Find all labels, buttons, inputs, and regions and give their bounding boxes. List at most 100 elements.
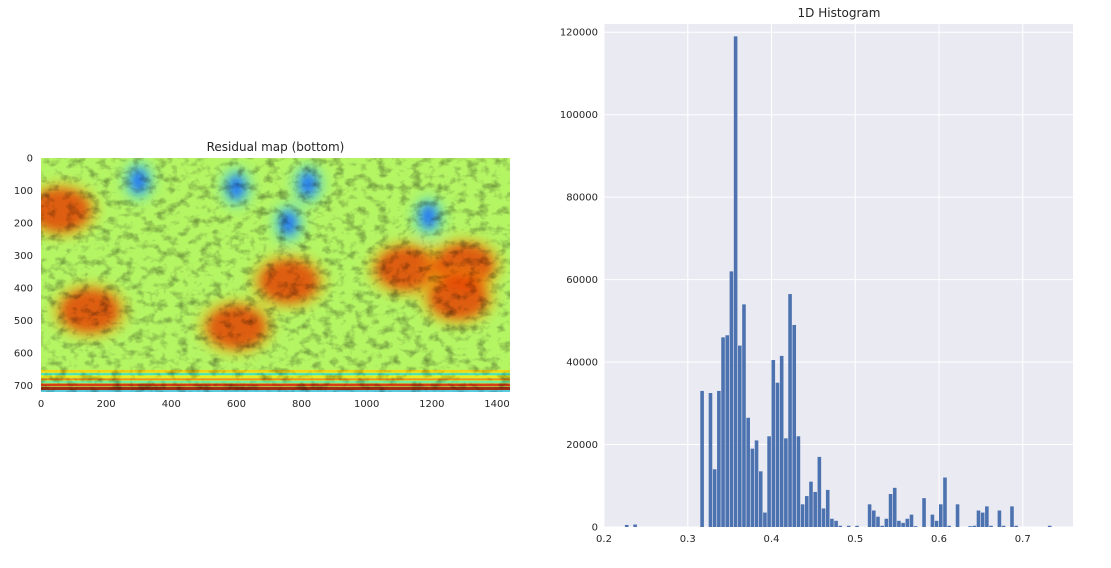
histogram-bar bbox=[997, 510, 1002, 527]
histogram-bar bbox=[700, 390, 704, 527]
histogram-bar bbox=[846, 525, 851, 527]
histogram-bar bbox=[884, 518, 889, 527]
residual-map-y-tick-label: 400 bbox=[14, 284, 33, 295]
histogram-bar bbox=[909, 514, 914, 527]
histogram-bar bbox=[775, 382, 780, 527]
histogram-y-axis: 0 20000 40000 60000 80000 100000 120000 bbox=[560, 28, 598, 534]
histogram-bar bbox=[779, 355, 784, 527]
histogram-bar bbox=[955, 504, 960, 527]
histogram-bar bbox=[1047, 525, 1052, 527]
histogram-bar bbox=[980, 512, 985, 527]
histogram-x-tick-label: 0.6 bbox=[931, 534, 947, 545]
histogram-bar bbox=[947, 525, 951, 527]
histogram-panel: 1D Histogram 0.2 0.3 0.4 0.5 0.6 0.7 0 20000 40… bbox=[560, 6, 1073, 545]
residual-map-x-tick-label: 0 bbox=[38, 399, 44, 410]
residual-map-x-tick-label: 1400 bbox=[484, 399, 509, 410]
histogram-x-tick-label: 0.5 bbox=[847, 534, 863, 545]
histogram-bar bbox=[855, 525, 859, 527]
histogram-bar bbox=[913, 526, 918, 527]
histogram-bar bbox=[738, 345, 742, 527]
residual-map-x-tick-label: 1000 bbox=[354, 399, 379, 410]
histogram-bar bbox=[717, 390, 721, 527]
histogram-bar bbox=[633, 524, 637, 527]
histogram-bar bbox=[867, 504, 872, 527]
histogram-bar bbox=[796, 436, 801, 527]
histogram-y-tick-label: 20000 bbox=[566, 440, 598, 451]
histogram-bar bbox=[976, 510, 981, 527]
histogram-bar bbox=[733, 36, 738, 528]
histogram-bar bbox=[817, 456, 822, 527]
residual-map-image bbox=[41, 158, 510, 392]
histogram-x-axis: 0.2 0.3 0.4 0.5 0.6 0.7 bbox=[596, 534, 1031, 545]
histogram-bar bbox=[721, 337, 725, 527]
histogram-bar bbox=[825, 489, 830, 527]
histogram-bar bbox=[1014, 525, 1018, 527]
histogram-bar bbox=[838, 525, 843, 527]
histogram-bar bbox=[754, 440, 759, 527]
residual-map-y-tick-label: 200 bbox=[14, 219, 33, 230]
residual-map-x-tick-label: 200 bbox=[97, 399, 116, 410]
histogram-plot-area bbox=[604, 24, 1073, 527]
residual-map-x-tick-label: 800 bbox=[292, 399, 311, 410]
histogram-bar bbox=[934, 520, 939, 527]
histogram-y-tick-label: 60000 bbox=[566, 275, 598, 286]
histogram-bar bbox=[905, 518, 910, 527]
histogram-bar bbox=[922, 498, 926, 527]
histogram-bar bbox=[800, 504, 805, 527]
residual-map-x-axis: 0 200 400 600 800 1000 1200 1400 bbox=[38, 399, 510, 410]
histogram-bar bbox=[939, 504, 943, 527]
histogram-bar bbox=[897, 520, 901, 527]
histogram-bar bbox=[792, 324, 797, 527]
histogram-x-tick-label: 0.4 bbox=[764, 534, 780, 545]
histogram-bar bbox=[784, 438, 788, 527]
histogram-y-tick-label: 40000 bbox=[566, 358, 598, 369]
histogram-bar bbox=[821, 508, 826, 527]
histogram-bar bbox=[712, 469, 717, 527]
histogram-bar bbox=[834, 520, 838, 527]
residual-map-title: Residual map (bottom) bbox=[207, 140, 345, 154]
histogram-title: 1D Histogram bbox=[798, 6, 881, 20]
histogram-bar bbox=[788, 294, 792, 527]
histogram-bar bbox=[746, 417, 750, 527]
histogram-bar bbox=[930, 514, 935, 527]
histogram-bar bbox=[809, 481, 813, 527]
histogram-bar bbox=[771, 360, 776, 527]
histogram-bar bbox=[892, 487, 897, 527]
histogram-bar bbox=[763, 512, 767, 527]
histogram-bar bbox=[729, 271, 734, 527]
residual-map-x-tick-label: 1200 bbox=[419, 399, 444, 410]
histogram-bar bbox=[985, 506, 989, 527]
histogram-bar bbox=[972, 525, 977, 527]
residual-map-y-tick-label: 0 bbox=[27, 154, 33, 165]
histogram-bar bbox=[968, 526, 972, 527]
histogram-bar bbox=[725, 335, 730, 527]
histogram-bar bbox=[758, 471, 763, 527]
residual-map-x-tick-label: 400 bbox=[162, 399, 181, 410]
histogram-bar bbox=[888, 494, 893, 527]
histogram-x-tick-label: 0.2 bbox=[596, 534, 612, 545]
histogram-bars bbox=[624, 36, 1052, 528]
histogram-bar bbox=[901, 522, 905, 527]
residual-map-y-tick-label: 600 bbox=[14, 349, 33, 360]
residual-map-y-axis: 0 100 200 300 400 500 600 700 bbox=[14, 154, 33, 393]
histogram-bar bbox=[876, 516, 880, 527]
residual-map-y-tick-label: 300 bbox=[14, 251, 33, 262]
histogram-bar bbox=[880, 525, 884, 527]
residual-map-y-tick-label: 100 bbox=[14, 186, 33, 197]
residual-map-y-tick-label: 500 bbox=[14, 316, 33, 327]
histogram-y-tick-label: 80000 bbox=[566, 193, 598, 204]
histogram-bar bbox=[1010, 506, 1014, 527]
histogram-bar bbox=[989, 525, 993, 527]
histogram-bar bbox=[805, 496, 809, 527]
histogram-bar bbox=[872, 510, 876, 527]
histogram-x-tick-label: 0.7 bbox=[1015, 534, 1031, 545]
histogram-bar bbox=[1001, 525, 1006, 527]
histogram-bar bbox=[708, 393, 713, 527]
histogram-bar bbox=[742, 304, 746, 527]
residual-map-y-tick-label: 700 bbox=[14, 381, 33, 392]
histogram-bar bbox=[813, 491, 817, 527]
residual-map-panel: Residual map (bottom) 0 200 400 600 800 1000 1… bbox=[14, 140, 510, 410]
histogram-x-tick-label: 0.3 bbox=[680, 534, 696, 545]
histogram-bar bbox=[767, 436, 771, 527]
